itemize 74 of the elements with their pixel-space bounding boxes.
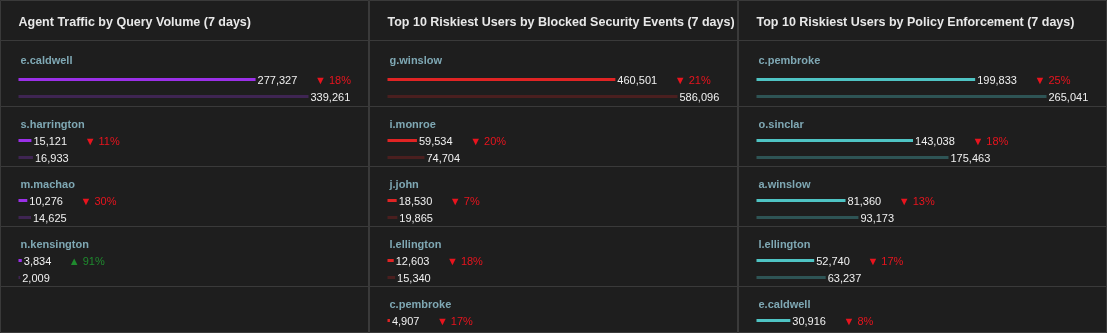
bar [756, 95, 1047, 98]
data-label: 339,261 [310, 90, 351, 103]
annotation: ▲ 91% [68, 254, 105, 267]
data-label: 460,501 [617, 73, 658, 86]
data-label: 30,916 [792, 314, 826, 327]
annotation: ▼ 20% [470, 134, 507, 147]
y-tick-label: g.winslow [389, 53, 443, 66]
data-label: 59,534 [418, 134, 453, 147]
data-label: 3,834 [23, 254, 52, 267]
data-label: 143,038 [915, 134, 955, 147]
bar [387, 216, 398, 219]
y-tick-label: o.sinclar [758, 117, 805, 130]
bar [387, 199, 397, 202]
bar [756, 216, 859, 219]
bar [756, 319, 791, 322]
data-label: 586,096 [679, 90, 720, 103]
bar [387, 95, 678, 98]
y-tick-label: e.caldwell [20, 53, 73, 66]
data-label: 15,121 [33, 134, 68, 147]
annotation: ▼ 21% [674, 73, 711, 86]
data-label: 277,327 [257, 73, 298, 86]
data-label: 63,237 [827, 271, 862, 284]
bar [756, 259, 815, 262]
bar [387, 78, 616, 81]
data-label: 19,865 [399, 211, 433, 224]
y-tick-label: m.machao [20, 177, 76, 190]
data-label: 199,833 [977, 73, 1017, 86]
y-tick-label: j.john [388, 177, 420, 190]
annotation: ▼ 11% [84, 134, 120, 147]
y-tick-label: a.winslow [758, 177, 811, 190]
data-label: 14,625 [33, 211, 67, 224]
data-label: 93,173 [860, 211, 895, 224]
bar [387, 139, 417, 142]
bar [387, 156, 425, 159]
annotation: ▼ 25% [1034, 73, 1071, 86]
annotation: ▼ 13% [898, 194, 935, 207]
data-label: 2,009 [22, 271, 50, 284]
y-tick-label: c.pembroke [758, 53, 821, 66]
data-label: 18,530 [398, 194, 433, 207]
y-tick-label: s.harrington [20, 117, 85, 130]
data-label: 81,360 [847, 194, 882, 207]
data-label: 4,907 [391, 314, 420, 327]
data-label: 265,041 [1048, 90, 1089, 103]
y-tick-label: c.pembroke [389, 297, 452, 310]
data-label: 10,276 [29, 194, 63, 207]
text: ▼ 18% [314, 73, 352, 86]
bar [756, 139, 914, 142]
bar [756, 78, 976, 81]
y-tick-label: e.caldwell [758, 297, 811, 310]
annotation: ▼ 8% [843, 314, 874, 327]
annotation: ▼ 7% [449, 194, 480, 207]
chart-title: Top 10 Riskiest Users by Policy Enforcement (7 days) [756, 14, 1075, 29]
annotation: ▼ 17% [867, 254, 904, 267]
data-label: 12,603 [395, 254, 430, 267]
data-label: 52,740 [816, 254, 850, 267]
y-tick-label: n.kensington [20, 237, 90, 250]
bar [756, 276, 826, 279]
data-label: 16,933 [34, 151, 69, 164]
data-label: 15,340 [397, 271, 431, 284]
bar [387, 259, 394, 262]
annotation: ▼ 30% [80, 194, 117, 207]
y-tick-label: l.ellington [758, 237, 811, 250]
annotation: ▼ 17% [436, 314, 474, 327]
bar [756, 199, 846, 202]
data-label: 175,463 [950, 151, 991, 164]
bar [387, 276, 396, 279]
y-tick-label: l.ellington [389, 237, 442, 250]
annotation: ▼ 18% [446, 254, 484, 267]
annotation: ▼ 18% [972, 134, 1009, 147]
y-tick-label: i.monroe [389, 117, 436, 130]
chart-title: Agent Traffic by Query Volume (7 days) [18, 14, 251, 29]
bar [756, 156, 949, 159]
chart-title: Top 10 Riskiest Users by Blocked Security Events (7 days) [387, 14, 735, 29]
data-label: 74,704 [426, 151, 461, 164]
